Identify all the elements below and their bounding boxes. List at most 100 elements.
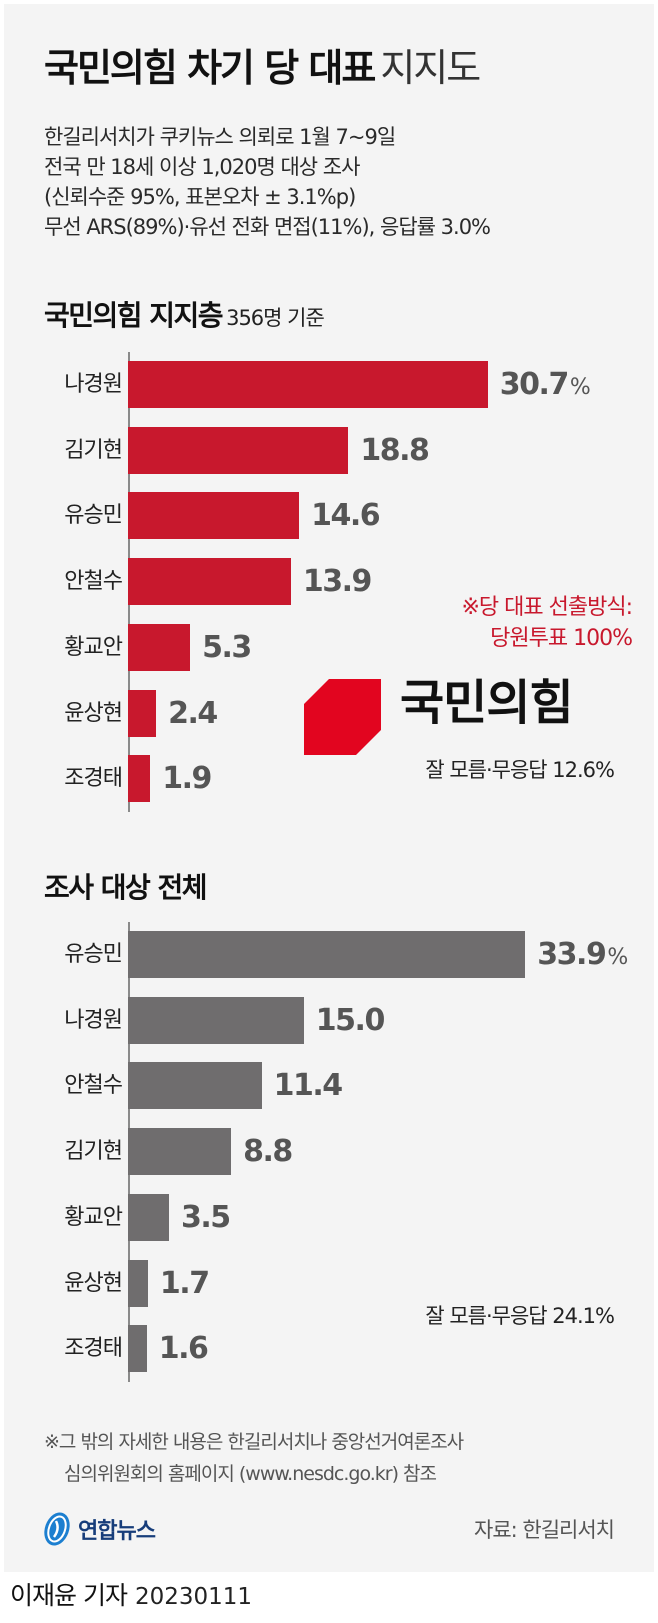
bar-label: 조경태 — [64, 1336, 123, 1362]
publisher-name: 연합뉴스 — [78, 1519, 156, 1544]
bar-row: 황교안 3.5 — [4, 1193, 654, 1241]
bar-row: 나경원 15.0 — [4, 996, 654, 1044]
bar — [128, 996, 304, 1044]
reporter-name: 이재윤 기자 — [10, 1581, 128, 1610]
bar — [128, 361, 488, 408]
bar-value: 5.3 — [202, 624, 252, 671]
bar-row: 안철수 13.9 — [4, 558, 654, 606]
bar — [128, 1259, 148, 1307]
description-line: 무선 ARS(89%)·유선 전화 면접(11%), 응답률 3.0% — [44, 215, 491, 239]
survey-description: 한길리서치가 쿠키뉴스 의뢰로 1월 7~9일 전국 만 18세 이상 1,02… — [44, 122, 491, 242]
bar-value: 15.0 — [315, 997, 386, 1044]
dont-know-all: 잘 모름·무응답 24.1% — [425, 1304, 615, 1328]
bar-value: 13.9 — [302, 558, 373, 605]
bar-label: 안철수 — [64, 1073, 123, 1099]
bar-row: 김기현 18.8 — [4, 426, 654, 474]
bar-label: 나경원 — [64, 372, 123, 397]
bar-label: 나경원 — [64, 1007, 123, 1033]
bar-label: 유승민 — [64, 503, 123, 529]
bar — [128, 1062, 262, 1110]
bar-label: 안철수 — [64, 569, 123, 595]
section-title-text: 조사 대상 전체 — [44, 871, 208, 904]
page-title: 국민의힘 차기 당 대표 지지도 — [44, 46, 481, 90]
bar-row: 윤상현 2.4 — [4, 689, 654, 737]
note-line: ※당 대표 선출방식: — [461, 595, 633, 620]
description-line: 한길리서치가 쿠키뉴스 의뢰로 1월 7~9일 — [44, 125, 396, 149]
description-line: 전국 만 18세 이상 1,020명 대상 조사 — [44, 155, 360, 179]
percent-unit: % — [569, 375, 591, 400]
bar-row: 유승민 14.6 — [4, 492, 654, 540]
bar — [128, 931, 526, 978]
bar-value: 1.7 — [159, 1260, 210, 1307]
bar-label: 황교안 — [64, 634, 123, 660]
footnote: ※그 밖의 자세한 내용은 한길리서치나 중앙선거여론조사 심의위원회의 홈페이… — [44, 1426, 464, 1490]
bar — [128, 426, 349, 474]
bar-value: 33.9% — [537, 931, 628, 978]
bar-value-number: 8.8 — [243, 1134, 293, 1170]
section-title-text: 국민의힘 지지층 — [44, 299, 224, 332]
bar-row: 윤상현 1.7 — [4, 1259, 654, 1307]
bar-value: 11.4 — [273, 1062, 344, 1109]
bar-row: 조경태 1.9 — [4, 755, 654, 803]
section-title-all-respondents: 조사 대상 전체 — [44, 866, 208, 906]
infographic-card: 국민의힘 차기 당 대표 지지도 한길리서치가 쿠키뉴스 의뢰로 1월 7~9일 … — [4, 4, 654, 1572]
bar-value-number: 1.6 — [158, 1331, 209, 1367]
title-bold: 국민의힘 차기 당 대표 — [44, 46, 376, 90]
bar-label: 김기현 — [64, 1139, 123, 1165]
bar-label: 유승민 — [64, 942, 123, 967]
bar-value-number: 33.9 — [537, 937, 607, 972]
bar-row: 조경태 1.6 — [4, 1325, 654, 1373]
bar — [128, 1128, 232, 1176]
bar-value-number: 5.3 — [202, 629, 252, 665]
bar-value-number: 30.7 — [499, 367, 570, 402]
data-source: 자료: 한길리서치 — [474, 1518, 615, 1542]
dont-know-party: 잘 모름·무응답 12.6% — [425, 758, 615, 782]
bar-value: 30.7% — [499, 361, 591, 408]
publish-date: 20230111 — [134, 1584, 253, 1610]
ppp-logo-text: 국민의힘 — [400, 675, 574, 731]
bar — [128, 1325, 147, 1373]
bar-value-number: 3.5 — [181, 1199, 231, 1235]
bar-row: 안철수 11.4 — [4, 1062, 654, 1110]
title-light: 지지도 — [380, 46, 481, 90]
bar-value-number: 1.7 — [159, 1265, 210, 1301]
bar — [128, 623, 191, 671]
bar-value: 8.8 — [243, 1128, 293, 1175]
bar-value-number: 1.9 — [162, 761, 212, 797]
publisher-logo: 연합뉴스 — [42, 1509, 156, 1549]
bar-label: 조경태 — [64, 766, 123, 792]
footnote-line: ※그 밖의 자세한 내용은 한길리서치나 중앙선거여론조사 — [44, 1431, 464, 1453]
section-title-party-supporters: 국민의힘 지지층 356명 기준 — [44, 294, 325, 334]
bar-value-number: 15.0 — [315, 1002, 386, 1038]
bar — [128, 1193, 170, 1241]
section-subtitle: 356명 기준 — [226, 306, 325, 330]
bar-label: 황교안 — [64, 1204, 123, 1230]
bar-value-number: 2.4 — [168, 695, 218, 731]
ppp-logo-icon — [304, 679, 381, 755]
bar-label: 윤상현 — [64, 700, 123, 726]
bar-value: 18.8 — [360, 427, 430, 474]
bar — [128, 755, 151, 803]
bar-value: 14.6 — [311, 492, 381, 539]
bar-row: 황교안 5.3 — [4, 623, 654, 671]
bar-value: 1.9 — [162, 755, 212, 802]
bar-label: 윤상현 — [64, 1270, 123, 1296]
bar-value-number: 13.9 — [302, 564, 373, 600]
note-line: 당원투표 100% — [490, 626, 633, 651]
bar — [128, 689, 157, 737]
bar-value: 3.5 — [181, 1194, 231, 1241]
bar-value-number: 14.6 — [311, 498, 381, 534]
bar-row: 나경원 30.7% — [4, 361, 654, 408]
byline: 이재윤 기자 20230111 — [10, 1576, 252, 1617]
bar-row: 유승민 33.9% — [4, 931, 654, 978]
bar-value-number: 18.8 — [360, 432, 430, 468]
bar-value-number: 11.4 — [273, 1068, 344, 1104]
description-line: (신뢰수준 95%, 표본오차 ± 3.1%p) — [44, 185, 356, 209]
bar-value: 2.4 — [168, 690, 218, 737]
footnote-line: 심의위원회의 홈페이지 (www.nesdc.go.kr) 참조 — [64, 1463, 437, 1485]
selection-method-note: ※당 대표 선출방식: 당원투표 100% — [461, 592, 633, 654]
bar — [128, 492, 300, 540]
bar-row: 김기현 8.8 — [4, 1128, 654, 1176]
percent-unit: % — [607, 945, 628, 970]
yonhap-globe-icon — [44, 1512, 70, 1546]
